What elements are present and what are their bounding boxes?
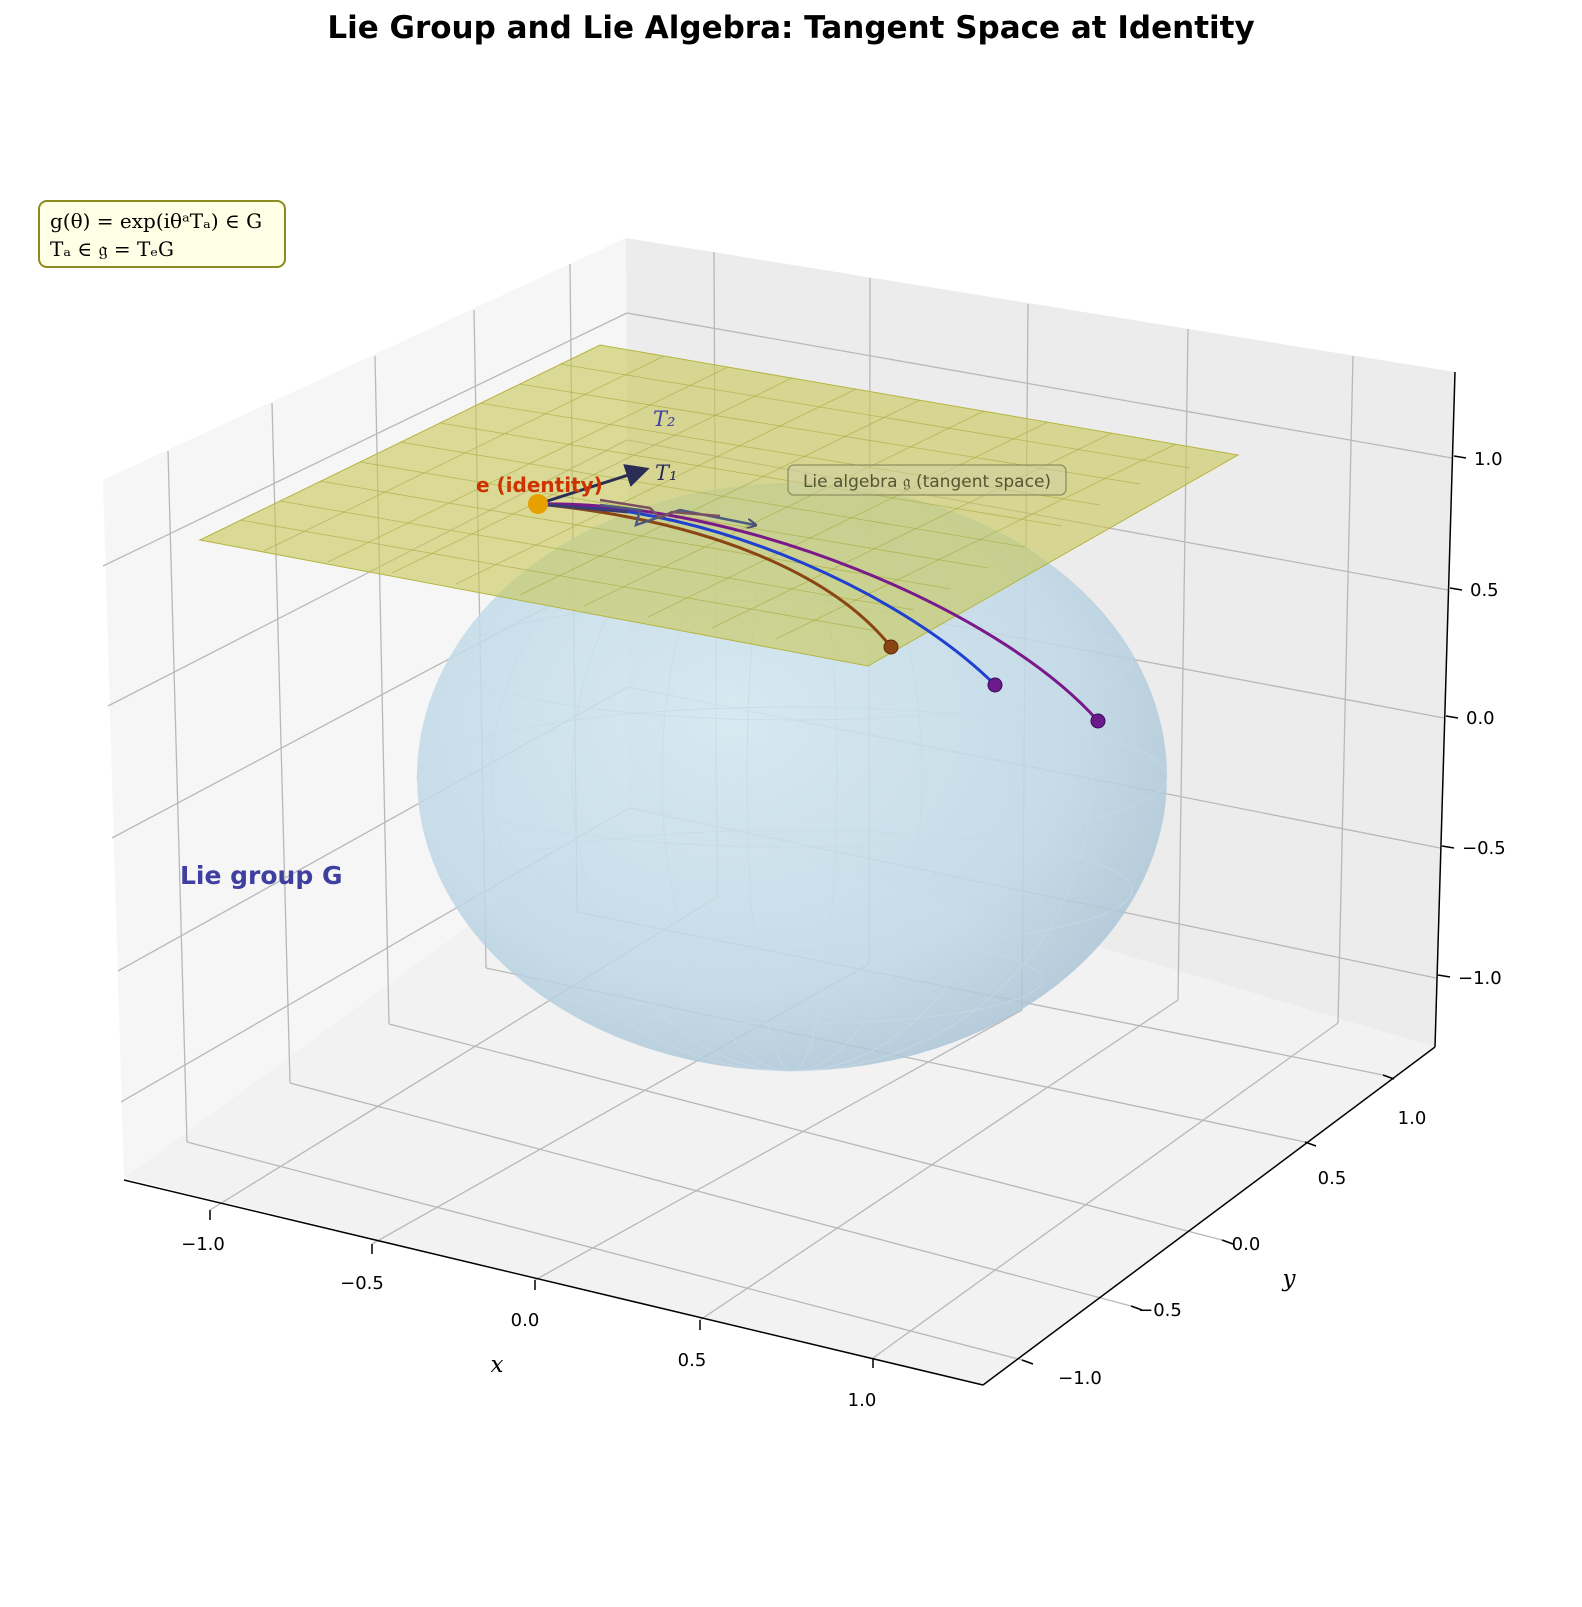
t2-label: T₂ [653, 407, 675, 431]
identity-point [528, 494, 548, 514]
endpoint-brown [883, 639, 899, 655]
lie-algebra-label: Lie algebra 𝔤 (tangent space) [803, 472, 1051, 492]
z-tick-label: 0.0 [1466, 708, 1495, 729]
plane-grid [239, 355, 1191, 640]
t1-label: T₁ [655, 461, 677, 485]
axis-lines [123, 371, 1467, 1386]
path-brown [537, 502, 893, 648]
x-axis-label: x [491, 1352, 504, 1378]
figure-title: Lie Group and Lie Algebra: Tangent Space… [327, 10, 1255, 46]
lie-group-label: Lie group G [180, 861, 342, 890]
x-tick-labels: −1.0 −0.5 0.0 0.5 1.0 [181, 1234, 876, 1411]
tangent-vector-1 [537, 502, 629, 514]
endpoint-purple [1090, 713, 1106, 729]
y-tick-label: −1.0 [1058, 1368, 1102, 1389]
generator-arrow-t1 [537, 464, 650, 506]
y-tick-label: −0.5 [1138, 1300, 1182, 1321]
z-tick-labels: −1.0 −0.5 0.0 0.5 1.0 [1458, 449, 1506, 989]
x-tick-label: 1.0 [848, 1390, 877, 1411]
y-tick-labels: −1.0 −0.5 0.0 0.5 1.0 [1058, 1108, 1426, 1389]
y-axis-label: y [1282, 1266, 1297, 1292]
plane-surface [198, 344, 1240, 667]
z-tick-label: −0.5 [1462, 838, 1506, 859]
formula-box: g(θ) = exp(iθᵃTₐ) ∈ G Tₐ ∈ 𝔤 = TₑG [38, 200, 286, 268]
identity-label: e (identity) [476, 473, 603, 497]
y-tick-label: 1.0 [1398, 1108, 1427, 1129]
z-tick-label: −1.0 [1458, 968, 1502, 989]
endpoints [883, 639, 1106, 729]
endpoint-blue [987, 677, 1003, 693]
z-tick-label: 1.0 [1474, 449, 1503, 470]
y-tick-label: 0.5 [1318, 1168, 1347, 1189]
lie-algebra-label-box: Lie algebra 𝔤 (tangent space) [787, 464, 1067, 496]
y-tick-label: 0.0 [1232, 1234, 1261, 1255]
x-tick-label: 0.0 [511, 1310, 540, 1331]
exp-paths [537, 498, 1100, 722]
formula-line-1: g(θ) = exp(iθᵃTₐ) ∈ G [50, 209, 263, 233]
formula-line-2: Tₐ ∈ 𝔤 = TₑG [50, 237, 175, 261]
x-tick-label: −1.0 [181, 1234, 225, 1255]
floor-pane [124, 808, 1435, 1385]
tangent-vector-3 [599, 498, 721, 520]
x-tick-label: −0.5 [340, 1273, 384, 1294]
tangent-plane [198, 344, 1240, 667]
z-tick-label: 0.5 [1470, 580, 1499, 601]
x-tick-label: 0.5 [678, 1350, 707, 1371]
